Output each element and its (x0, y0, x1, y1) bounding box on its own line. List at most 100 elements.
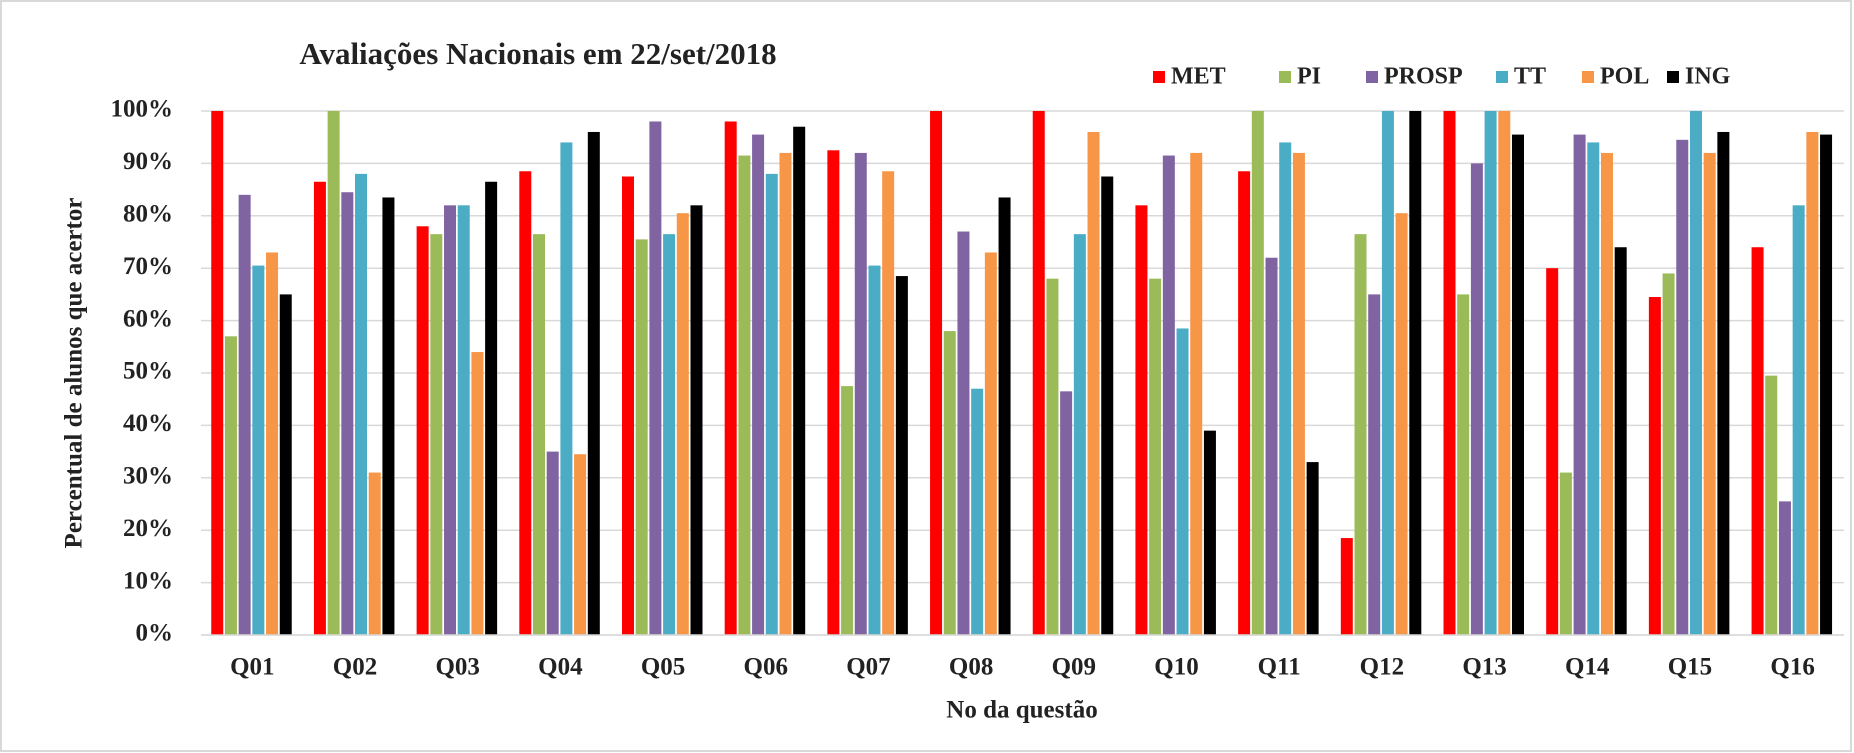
bar (1806, 131, 1819, 635)
bar (279, 294, 292, 635)
x-tick-label: Q06 (744, 654, 788, 681)
bar (1162, 155, 1175, 636)
bar (1511, 134, 1524, 635)
bar (1190, 152, 1203, 636)
bar (519, 171, 532, 635)
x-tick-label: Q13 (1462, 654, 1506, 681)
bar (327, 111, 340, 635)
x-tick-label: Q05 (641, 654, 685, 681)
bar (752, 134, 765, 635)
bar (1792, 205, 1805, 635)
bar (1498, 111, 1511, 635)
bar (1676, 139, 1689, 635)
bar (252, 265, 265, 635)
bar (841, 386, 854, 635)
bar (895, 276, 908, 635)
bar (868, 265, 881, 635)
bar (457, 205, 470, 635)
bar (1820, 134, 1833, 635)
bar (368, 472, 381, 635)
x-tick-label: Q16 (1770, 654, 1814, 681)
bar (1176, 328, 1189, 635)
bar (1559, 472, 1572, 635)
bar (1409, 111, 1422, 635)
bar (341, 192, 354, 635)
y-tick-label: 0% (136, 620, 174, 647)
bar (1046, 278, 1059, 635)
bar (649, 121, 662, 636)
bar (313, 181, 326, 636)
bar (1340, 538, 1353, 635)
bar (574, 454, 587, 635)
legend-swatch (1582, 71, 1594, 83)
bar (984, 252, 997, 636)
y-tick-label: 10% (123, 567, 173, 594)
x-tick-label: Q14 (1565, 654, 1610, 681)
bar (238, 194, 251, 635)
x-tick-label: Q01 (230, 654, 274, 681)
legend-swatch (1496, 71, 1508, 83)
bar (444, 205, 457, 635)
y-tick-label: 70% (123, 253, 173, 280)
legend-swatch (1667, 71, 1679, 83)
bar (587, 131, 600, 635)
y-tick-label: 80% (123, 201, 173, 228)
bar (1614, 247, 1627, 636)
bar (224, 336, 237, 635)
y-tick-label: 50% (123, 358, 173, 385)
bar (211, 111, 224, 635)
bar (676, 213, 689, 635)
bar (1354, 234, 1367, 635)
bar (1292, 152, 1305, 636)
bar (1251, 111, 1264, 635)
bar (1101, 176, 1114, 635)
bar (416, 226, 429, 635)
y-tick-label: 20% (123, 515, 173, 542)
legend-label: ING (1685, 64, 1731, 90)
y-tick-label: 60% (123, 305, 173, 332)
bar (882, 171, 895, 635)
bar (943, 331, 956, 635)
bar (1087, 131, 1100, 635)
x-tick-label: Q09 (1052, 654, 1096, 681)
bar (430, 234, 443, 635)
bar (1587, 142, 1600, 635)
bar (738, 155, 751, 636)
bar (355, 173, 368, 635)
bar (1470, 163, 1483, 635)
legend-swatch (1153, 71, 1165, 83)
bar (1689, 111, 1702, 635)
x-tick-label: Q03 (435, 654, 479, 681)
bar (998, 197, 1011, 635)
x-tick-label: Q15 (1668, 654, 1712, 681)
legend-swatch (1279, 71, 1291, 83)
y-tick-label: 90% (123, 148, 173, 175)
bar (1149, 278, 1162, 635)
bar (546, 451, 559, 635)
x-tick-label: Q12 (1360, 654, 1404, 681)
bar (533, 234, 546, 635)
legend-label: POL (1600, 64, 1649, 90)
y-tick-label: 40% (123, 410, 173, 437)
bar (765, 173, 778, 635)
bar (1765, 375, 1778, 635)
x-tick-label: Q07 (846, 654, 890, 681)
bar (1703, 152, 1716, 636)
bar (1368, 294, 1381, 635)
bar (1457, 294, 1470, 635)
bar (827, 150, 840, 636)
bar (382, 197, 395, 635)
bar (1600, 152, 1613, 636)
legend-swatch (1366, 71, 1378, 83)
legend-label: MET (1171, 64, 1226, 90)
bar (971, 388, 984, 635)
x-tick-label: Q11 (1258, 654, 1301, 681)
bar (779, 152, 792, 636)
bar (957, 231, 970, 635)
x-tick-label: Q04 (538, 654, 583, 681)
bar (724, 121, 737, 636)
bar (1443, 111, 1456, 635)
bar (635, 239, 648, 635)
